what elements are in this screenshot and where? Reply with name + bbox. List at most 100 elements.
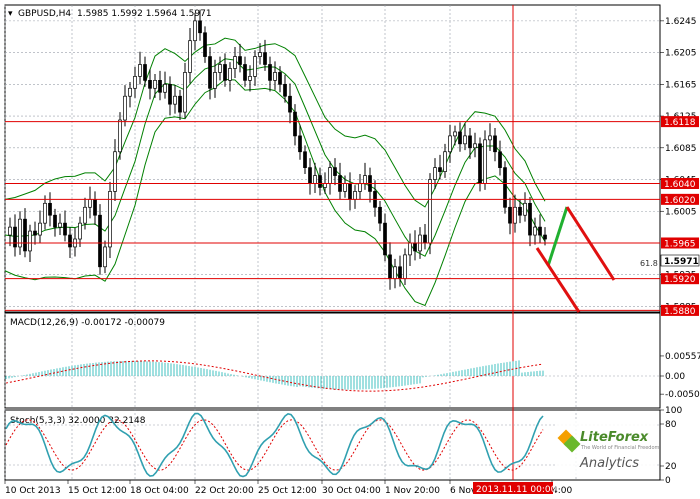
candle-body: [323, 183, 327, 188]
current-price-tag: [660, 254, 700, 267]
candle-body: [313, 175, 317, 184]
candle-body: [493, 135, 497, 153]
level-tag: [661, 193, 699, 205]
price-tick-label: 1.6245: [665, 17, 697, 27]
candle-body: [253, 56, 257, 77]
candle-body: [378, 206, 382, 224]
forecast-up-path: [546, 206, 569, 267]
level-tag-label: 1.6118: [664, 118, 696, 128]
candle-body: [93, 199, 97, 216]
level-tag: [661, 273, 699, 285]
candle-body: [168, 83, 172, 105]
candle-body: [283, 83, 287, 97]
candle-body: [13, 226, 17, 248]
candle-body: [203, 32, 207, 57]
candle-body: [198, 20, 202, 34]
candle-body: [23, 218, 27, 252]
candle-body: [18, 218, 22, 248]
candle-body: [88, 199, 92, 208]
candle-body: [353, 191, 357, 200]
candle-body: [273, 72, 277, 81]
time-tick-label: 1 Nov 20:00: [385, 486, 440, 496]
candle-body: [158, 80, 162, 93]
level-tag-label: 1.5965: [664, 239, 696, 249]
candle-body: [183, 72, 187, 113]
level-tag-label: 1.5880: [664, 307, 696, 317]
macd-tick-label: 0.00: [665, 372, 685, 382]
candle-body: [208, 56, 212, 89]
candle-body: [63, 222, 67, 236]
candle-body: [433, 167, 437, 180]
candle-body: [188, 40, 192, 73]
time-tick-label: 25 Oct 12:00: [258, 486, 317, 496]
time-tick-label: 22 Oct 20:00: [195, 486, 254, 496]
candle-body: [393, 266, 397, 280]
candle-body: [463, 135, 467, 145]
candle-body: [408, 242, 412, 256]
candle-body: [538, 226, 542, 236]
candle-body: [143, 64, 147, 81]
candle-body: [133, 76, 137, 89]
bollinger-lower-line: [4, 78, 546, 307]
candle-body: [528, 202, 532, 236]
candle-body: [448, 135, 452, 153]
candle-body: [318, 175, 322, 188]
macd-tick-label: 0.00557: [665, 352, 700, 362]
current-price-label: 1.5971: [664, 257, 699, 267]
candle-body: [358, 183, 362, 192]
candle-body: [8, 226, 12, 236]
macd-histogram: [5, 360, 544, 390]
candle-body: [518, 206, 522, 216]
candle-body: [278, 72, 282, 85]
candle-body: [123, 95, 127, 121]
candle-body: [153, 80, 157, 89]
time-tick-label: 4:00: [552, 486, 572, 496]
candle-body: [503, 167, 507, 208]
candle-body: [438, 167, 442, 172]
candle-body: [508, 206, 512, 224]
stoch-signal-line: [5, 419, 544, 471]
candle-body: [398, 266, 402, 280]
candle-body: [223, 64, 227, 81]
candle-body: [193, 20, 197, 42]
level-tag: [661, 237, 699, 249]
candle-body: [238, 56, 242, 65]
support-resistance-levels: 1.6118 1.6040 1.6020 1.5965 1.5920 1.5880: [5, 116, 699, 317]
stoch-tick-label: 0: [665, 476, 671, 486]
time-tick-label: 10 Oct 2013: [5, 486, 61, 496]
price-tick-label: 1.6165: [665, 80, 697, 90]
candle-body: [68, 234, 72, 248]
candle-body: [148, 80, 152, 89]
candle-body: [308, 167, 312, 184]
candle-body: [483, 139, 487, 184]
candle-body: [103, 246, 107, 268]
level-tag: [661, 116, 699, 128]
candle-body: [513, 206, 517, 224]
price-tick-label: 1.6005: [665, 207, 697, 217]
price-tick-label: 1.6085: [665, 144, 697, 154]
candle-body: [163, 83, 167, 93]
candle-body: [363, 175, 367, 184]
candle-body: [498, 151, 502, 168]
candle-body: [118, 119, 122, 153]
candle-body: [53, 214, 57, 228]
candle-body: [233, 56, 237, 69]
stoch-axis: 100 80 20 0: [660, 406, 682, 486]
macd-panel[interactable]: [4, 312, 661, 409]
candle-body: [288, 95, 292, 113]
candle-body: [533, 226, 537, 236]
ohlc-readout: 1.5985 1.5992 1.5964 1.5971: [77, 9, 212, 19]
price-axis: 1.62451.62051.61651.61251.60851.60451.60…: [660, 17, 697, 312]
candle-body: [113, 151, 117, 192]
candle-body: [248, 76, 252, 81]
candle-body: [28, 230, 32, 252]
level-tag-label: 1.5920: [664, 275, 696, 285]
stoch-panel[interactable]: [4, 409, 661, 481]
candle-body: [478, 143, 482, 184]
time-tick-label: 18 Oct 04:00: [130, 486, 189, 496]
symbol-label: GBPUSD,H4: [18, 9, 71, 19]
time-tick-label: 15 Oct 12:00: [68, 486, 127, 496]
symbol-menu-arrow[interactable]: ▾: [8, 9, 13, 19]
candle-body: [213, 72, 217, 89]
